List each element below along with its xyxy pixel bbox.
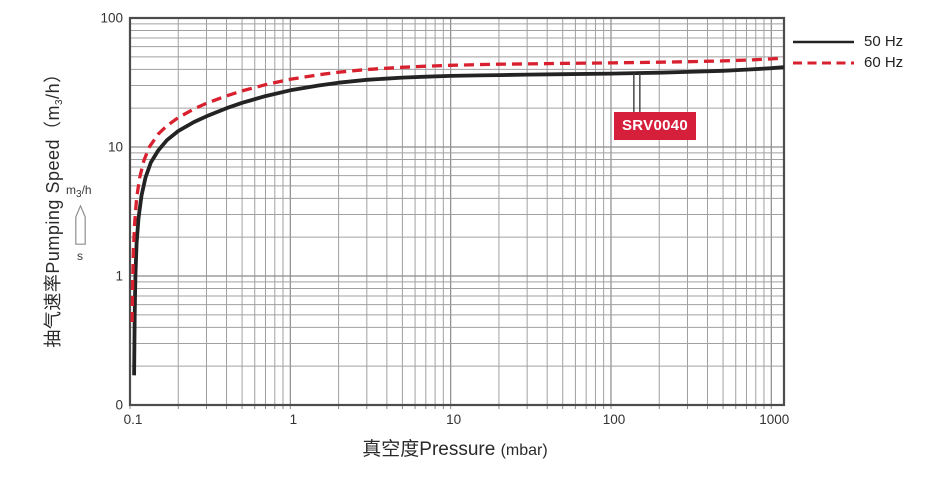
y-tick-label: 100 xyxy=(100,11,123,26)
unit-note-top: m3/h xyxy=(66,183,92,200)
y-tick-label: 0 xyxy=(115,398,123,413)
unit-note-bottom: s xyxy=(77,249,83,263)
x-tick-label: 0.1 xyxy=(124,412,143,427)
x-axis-unit: (mbar) xyxy=(500,442,548,459)
y-axis-title-text: 抽气速率Pumping Speed xyxy=(43,139,63,348)
model-label-box: SRV0040 xyxy=(614,112,696,140)
x-tick-label: 10 xyxy=(446,412,461,427)
y-tick-label: 1 xyxy=(115,269,123,284)
x-tick-label: 100 xyxy=(603,412,626,427)
y-axis-unit-sub: 3 xyxy=(54,98,65,105)
unit-conversion-note: m3/h s xyxy=(66,181,116,265)
legend-dashed-line-icon xyxy=(793,61,854,64)
curve-60hz xyxy=(130,56,785,323)
y-axis-title: 抽气速率Pumping Speed（m3/h） xyxy=(39,0,65,416)
x-tick-label: 1 xyxy=(290,412,298,427)
legend-item-50hz: 50 Hz xyxy=(792,31,934,52)
x-axis-title-text: 真空度Pressure xyxy=(362,439,496,460)
legend-label-60hz: 60 Hz xyxy=(864,54,904,71)
x-axis-title: 真空度Pressure (mbar) xyxy=(290,434,620,461)
y-axis-unit-close: /h） xyxy=(43,64,63,99)
y-axis-unit-open: （m xyxy=(43,105,63,139)
plot-border xyxy=(128,16,786,407)
x-tick-label: 1000 xyxy=(759,412,789,427)
up-arrow-icon xyxy=(75,205,86,245)
y-tick-label: 10 xyxy=(108,140,123,155)
legend-solid-line-icon xyxy=(793,40,854,43)
legend-item-60hz: 60 Hz xyxy=(792,52,934,73)
curve-50hz xyxy=(132,65,785,376)
legend: 50 Hz 60 Hz xyxy=(792,31,934,73)
legend-label-50hz: 50 Hz xyxy=(864,33,904,50)
